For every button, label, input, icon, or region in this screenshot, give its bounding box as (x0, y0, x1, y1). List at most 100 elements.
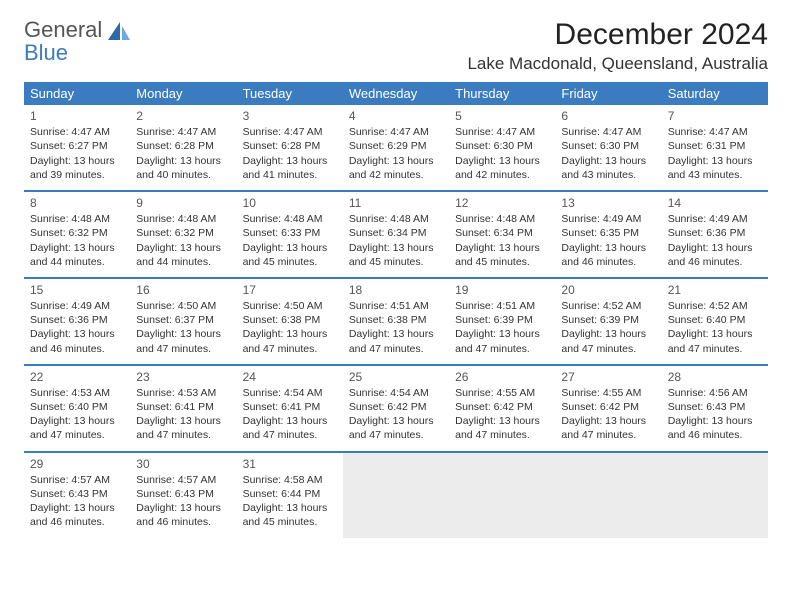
day-number: 2 (136, 108, 230, 124)
calendar-table: SundayMondayTuesdayWednesdayThursdayFrid… (24, 82, 768, 538)
sunrise-line: Sunrise: 4:49 AM (561, 212, 655, 226)
sunset-line: Sunset: 6:43 PM (136, 487, 230, 501)
sunrise-line: Sunrise: 4:55 AM (455, 386, 549, 400)
week-row: 29Sunrise: 4:57 AMSunset: 6:43 PMDayligh… (24, 452, 768, 538)
day-number: 20 (561, 282, 655, 298)
day-number: 6 (561, 108, 655, 124)
daylight-line: Daylight: 13 hours and 47 minutes. (30, 414, 124, 442)
daylight-line: Daylight: 13 hours and 42 minutes. (349, 154, 443, 182)
daylight-line: Daylight: 13 hours and 43 minutes. (561, 154, 655, 182)
sunrise-line: Sunrise: 4:53 AM (136, 386, 230, 400)
daylight-line: Daylight: 13 hours and 45 minutes. (243, 501, 337, 529)
sunset-line: Sunset: 6:27 PM (30, 139, 124, 153)
sunset-line: Sunset: 6:35 PM (561, 226, 655, 240)
sunset-line: Sunset: 6:40 PM (30, 400, 124, 414)
day-number: 9 (136, 195, 230, 211)
daylight-line: Daylight: 13 hours and 47 minutes. (136, 327, 230, 355)
day-number: 5 (455, 108, 549, 124)
daylight-line: Daylight: 13 hours and 45 minutes. (243, 241, 337, 269)
day-cell: 9Sunrise: 4:48 AMSunset: 6:32 PMDaylight… (130, 191, 236, 278)
sunset-line: Sunset: 6:40 PM (668, 313, 762, 327)
day-cell: 2Sunrise: 4:47 AMSunset: 6:28 PMDaylight… (130, 105, 236, 191)
day-cell: 19Sunrise: 4:51 AMSunset: 6:39 PMDayligh… (449, 278, 555, 365)
daylight-line: Daylight: 13 hours and 47 minutes. (668, 327, 762, 355)
sunset-line: Sunset: 6:34 PM (455, 226, 549, 240)
day-cell: 11Sunrise: 4:48 AMSunset: 6:34 PMDayligh… (343, 191, 449, 278)
day-number: 27 (561, 369, 655, 385)
day-cell: 25Sunrise: 4:54 AMSunset: 6:42 PMDayligh… (343, 365, 449, 452)
daylight-line: Daylight: 13 hours and 46 minutes. (30, 501, 124, 529)
sunset-line: Sunset: 6:42 PM (349, 400, 443, 414)
sunset-line: Sunset: 6:37 PM (136, 313, 230, 327)
sunset-line: Sunset: 6:42 PM (561, 400, 655, 414)
day-number: 3 (243, 108, 337, 124)
daylight-line: Daylight: 13 hours and 40 minutes. (136, 154, 230, 182)
day-number: 11 (349, 195, 443, 211)
empty-cell (343, 452, 449, 538)
sunrise-line: Sunrise: 4:47 AM (349, 125, 443, 139)
day-cell: 18Sunrise: 4:51 AMSunset: 6:38 PMDayligh… (343, 278, 449, 365)
week-row: 15Sunrise: 4:49 AMSunset: 6:36 PMDayligh… (24, 278, 768, 365)
day-number: 14 (668, 195, 762, 211)
sunset-line: Sunset: 6:32 PM (30, 226, 124, 240)
brand-line1: General (24, 17, 102, 42)
sunrise-line: Sunrise: 4:51 AM (455, 299, 549, 313)
sunrise-line: Sunrise: 4:48 AM (349, 212, 443, 226)
day-number: 26 (455, 369, 549, 385)
day-header: Saturday (662, 82, 768, 105)
sunrise-line: Sunrise: 4:50 AM (243, 299, 337, 313)
sunrise-line: Sunrise: 4:54 AM (349, 386, 443, 400)
daylight-line: Daylight: 13 hours and 45 minutes. (455, 241, 549, 269)
day-cell: 21Sunrise: 4:52 AMSunset: 6:40 PMDayligh… (662, 278, 768, 365)
sunset-line: Sunset: 6:38 PM (349, 313, 443, 327)
calendar-body: 1Sunrise: 4:47 AMSunset: 6:27 PMDaylight… (24, 105, 768, 538)
day-cell: 7Sunrise: 4:47 AMSunset: 6:31 PMDaylight… (662, 105, 768, 191)
day-cell: 16Sunrise: 4:50 AMSunset: 6:37 PMDayligh… (130, 278, 236, 365)
day-number: 18 (349, 282, 443, 298)
daylight-line: Daylight: 13 hours and 47 minutes. (561, 414, 655, 442)
day-header: Monday (130, 82, 236, 105)
daylight-line: Daylight: 13 hours and 46 minutes. (30, 327, 124, 355)
day-cell: 15Sunrise: 4:49 AMSunset: 6:36 PMDayligh… (24, 278, 130, 365)
sunset-line: Sunset: 6:29 PM (349, 139, 443, 153)
daylight-line: Daylight: 13 hours and 45 minutes. (349, 241, 443, 269)
sunrise-line: Sunrise: 4:53 AM (30, 386, 124, 400)
day-cell: 1Sunrise: 4:47 AMSunset: 6:27 PMDaylight… (24, 105, 130, 191)
sunrise-line: Sunrise: 4:47 AM (455, 125, 549, 139)
day-number: 10 (243, 195, 337, 211)
sunset-line: Sunset: 6:39 PM (455, 313, 549, 327)
sunrise-line: Sunrise: 4:48 AM (243, 212, 337, 226)
day-number: 25 (349, 369, 443, 385)
sunrise-line: Sunrise: 4:57 AM (30, 473, 124, 487)
daylight-line: Daylight: 13 hours and 41 minutes. (243, 154, 337, 182)
sunset-line: Sunset: 6:30 PM (455, 139, 549, 153)
sunset-line: Sunset: 6:28 PM (136, 139, 230, 153)
sunrise-line: Sunrise: 4:52 AM (561, 299, 655, 313)
empty-cell (662, 452, 768, 538)
sunset-line: Sunset: 6:30 PM (561, 139, 655, 153)
day-cell: 27Sunrise: 4:55 AMSunset: 6:42 PMDayligh… (555, 365, 661, 452)
daylight-line: Daylight: 13 hours and 46 minutes. (668, 241, 762, 269)
sunrise-line: Sunrise: 4:48 AM (455, 212, 549, 226)
day-number: 28 (668, 369, 762, 385)
week-row: 22Sunrise: 4:53 AMSunset: 6:40 PMDayligh… (24, 365, 768, 452)
brand-line2: Blue (24, 40, 68, 65)
day-number: 15 (30, 282, 124, 298)
sunrise-line: Sunrise: 4:58 AM (243, 473, 337, 487)
sunset-line: Sunset: 6:38 PM (243, 313, 337, 327)
day-number: 22 (30, 369, 124, 385)
sunset-line: Sunset: 6:36 PM (668, 226, 762, 240)
day-cell: 5Sunrise: 4:47 AMSunset: 6:30 PMDaylight… (449, 105, 555, 191)
page-header: General Blue December 2024 Lake Macdonal… (24, 18, 768, 74)
location-text: Lake Macdonald, Queensland, Australia (467, 54, 768, 74)
day-cell: 17Sunrise: 4:50 AMSunset: 6:38 PMDayligh… (237, 278, 343, 365)
daylight-line: Daylight: 13 hours and 47 minutes. (243, 327, 337, 355)
day-cell: 3Sunrise: 4:47 AMSunset: 6:28 PMDaylight… (237, 105, 343, 191)
daylight-line: Daylight: 13 hours and 43 minutes. (668, 154, 762, 182)
sunset-line: Sunset: 6:32 PM (136, 226, 230, 240)
sail-icon (106, 20, 132, 49)
day-header: Tuesday (237, 82, 343, 105)
sunset-line: Sunset: 6:44 PM (243, 487, 337, 501)
day-number: 12 (455, 195, 549, 211)
day-cell: 10Sunrise: 4:48 AMSunset: 6:33 PMDayligh… (237, 191, 343, 278)
